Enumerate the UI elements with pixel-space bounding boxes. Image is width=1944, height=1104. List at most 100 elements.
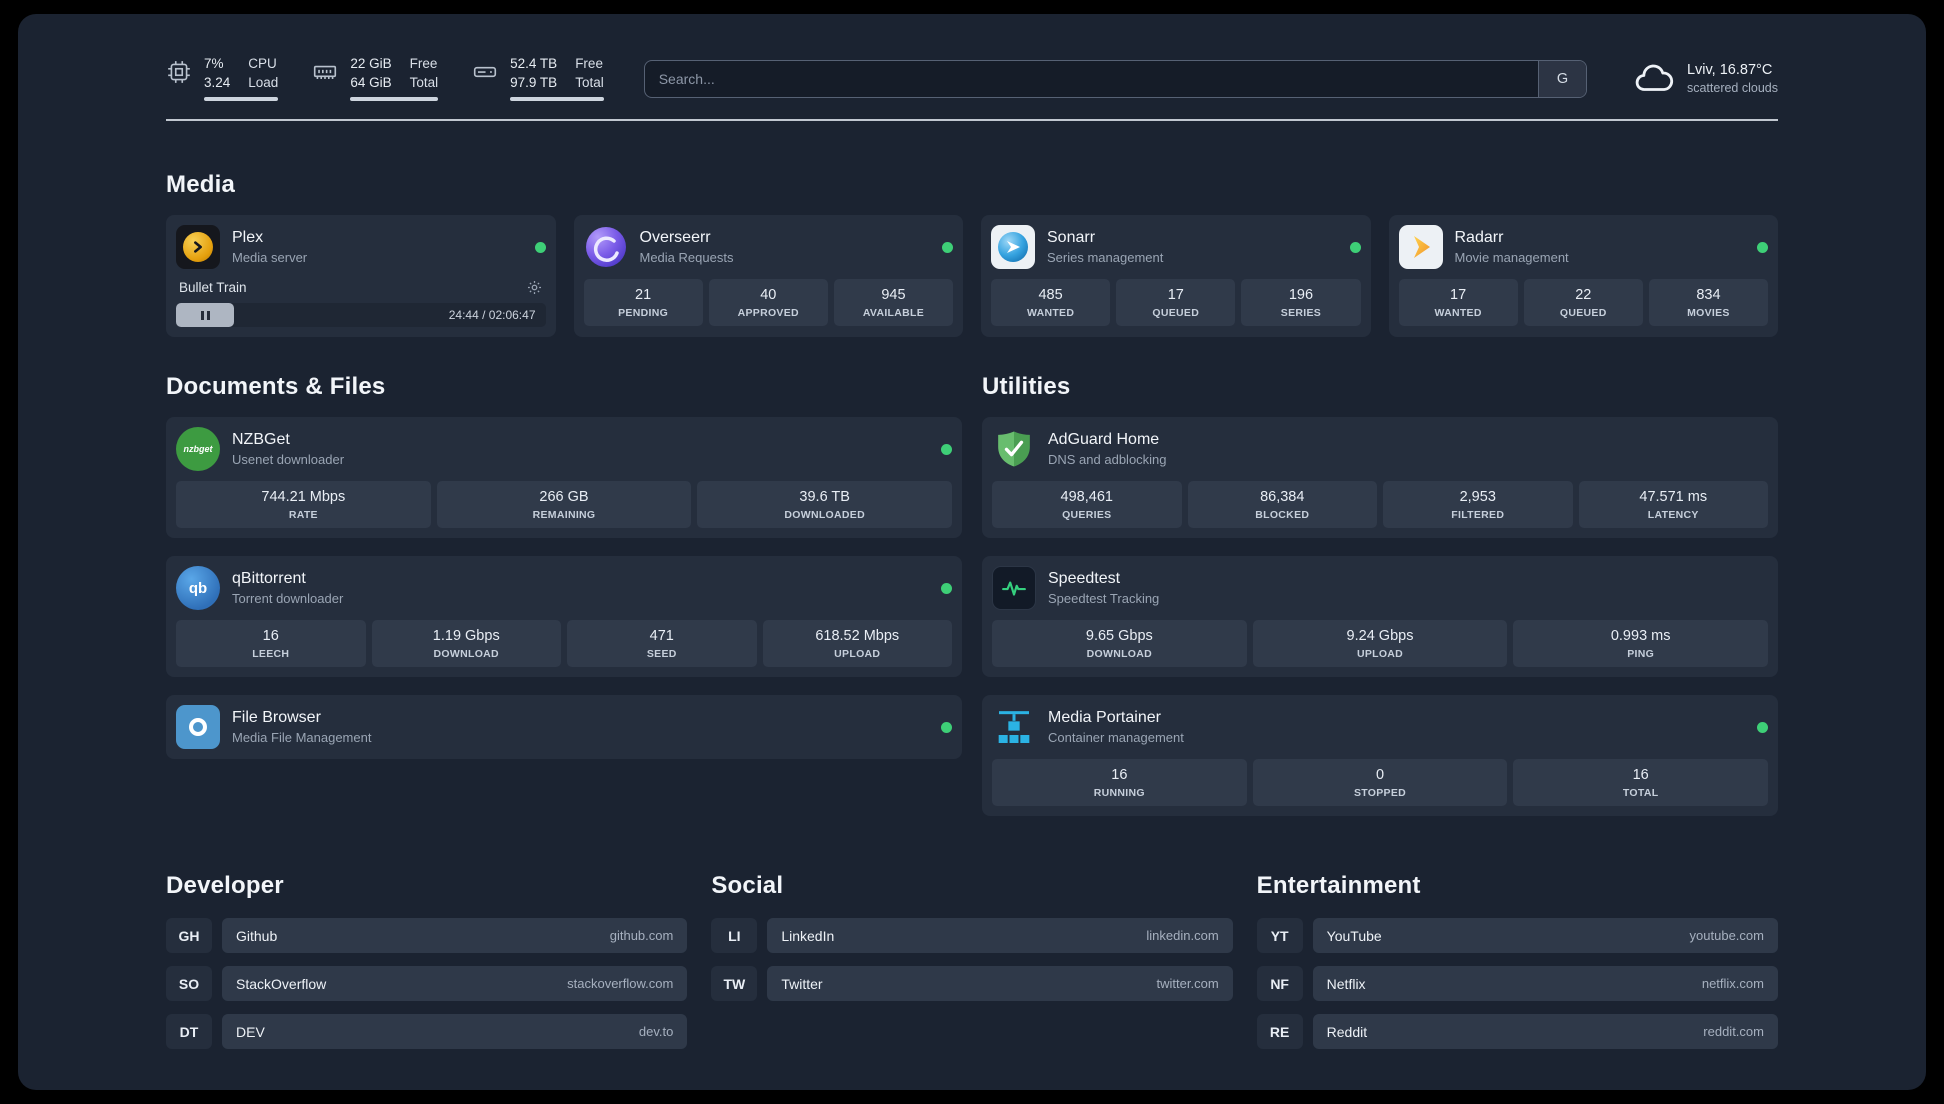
stat-label: REMAINING bbox=[532, 509, 596, 522]
nzbget-icon-label: nzbget bbox=[183, 444, 213, 455]
bookmark-abbr: DT bbox=[166, 1014, 212, 1050]
bookmark-github[interactable]: GH Github github.com bbox=[166, 918, 688, 954]
stat-value: 22 bbox=[1575, 287, 1592, 304]
memory-free-label: Free bbox=[409, 56, 438, 71]
stat-label: DOWNLOAD bbox=[1086, 648, 1153, 661]
search-provider-button[interactable]: G bbox=[1537, 60, 1586, 97]
stat-value: 86,384 bbox=[1260, 489, 1305, 506]
plex-icon bbox=[176, 225, 220, 270]
overseerr-card[interactable]: Overseerr Media Requests 21 PENDING 40 A… bbox=[573, 215, 963, 338]
stat-value: 618.52 Mbps bbox=[815, 628, 900, 645]
bookmark-dev[interactable]: DT DEV dev.to bbox=[166, 1014, 688, 1050]
stat-label: LEECH bbox=[252, 648, 290, 661]
service-title: Sonarr bbox=[1047, 229, 1096, 247]
radarr-card[interactable]: Radarr Movie management 17 WANTED 22 QUE… bbox=[1388, 215, 1778, 338]
playback-progress-bar[interactable]: 24:44 / 02:06:47 bbox=[176, 303, 546, 328]
stat-filtered: 2,953 FILTERED bbox=[1383, 481, 1573, 529]
stat-label: FILTERED bbox=[1451, 509, 1505, 522]
stat-stopped: 0 STOPPED bbox=[1252, 759, 1508, 807]
stat-value: 266 GB bbox=[539, 489, 589, 506]
stat-value: 47.571 ms bbox=[1639, 489, 1708, 506]
bookmark-url: stackoverflow.com bbox=[567, 976, 674, 992]
stat-label: SERIES bbox=[1280, 307, 1322, 320]
stat-value: 9.24 Gbps bbox=[1346, 628, 1414, 645]
header-divider bbox=[166, 119, 1778, 122]
stat-value: 17 bbox=[1167, 287, 1184, 304]
top-bar: 7% 3.24 CPU Load bbox=[166, 56, 1778, 102]
section-title-utilities: Utilities bbox=[982, 373, 1071, 401]
service-subtitle: Speedtest Tracking bbox=[1048, 591, 1160, 607]
media-card-grid: Plex Media server Bullet Train 24:44 / 0… bbox=[166, 215, 1778, 338]
stat-value: 16 bbox=[1111, 767, 1128, 784]
bookmark-reddit[interactable]: RE Reddit reddit.com bbox=[1256, 1014, 1778, 1050]
service-title: Speedtest bbox=[1048, 570, 1121, 588]
stat-upload: 9.24 Gbps UPLOAD bbox=[1252, 620, 1508, 668]
portainer-icon bbox=[992, 705, 1036, 749]
stat-download: 9.65 Gbps DOWNLOAD bbox=[992, 620, 1247, 668]
stat-total: 16 TOTAL bbox=[1513, 759, 1769, 807]
service-subtitle: Movie management bbox=[1454, 250, 1569, 266]
stat-label: DOWNLOAD bbox=[433, 648, 499, 661]
bookmark-twitter[interactable]: TW Twitter twitter.com bbox=[711, 966, 1233, 1002]
stat-queued: 22 QUEUED bbox=[1523, 279, 1643, 327]
bookmark-name: StackOverflow bbox=[236, 975, 327, 992]
qbittorrent-card[interactable]: qb qBittorrent Torrent downloader 16 LEE… bbox=[166, 556, 962, 678]
playback-time: 24:44 / 02:06:47 bbox=[448, 308, 536, 323]
disk-widget: 52.4 TB 97.9 TB Free Total bbox=[472, 56, 604, 102]
status-dot bbox=[1757, 241, 1768, 253]
status-dot bbox=[1757, 721, 1768, 733]
filebrowser-icon bbox=[176, 705, 220, 750]
settings-gear-icon[interactable] bbox=[526, 279, 543, 296]
stat-approved: 40 APPROVED bbox=[708, 279, 828, 327]
section-title-media: Media bbox=[166, 171, 236, 199]
overseerr-icon bbox=[584, 225, 628, 269]
memory-free-value: 22 GiB bbox=[350, 56, 392, 71]
stat-label: PENDING bbox=[618, 307, 669, 320]
bookmark-netflix[interactable]: NF Netflix netflix.com bbox=[1256, 966, 1778, 1002]
service-subtitle: Media server bbox=[232, 250, 308, 266]
plex-card[interactable]: Plex Media server Bullet Train 24:44 / 0… bbox=[166, 215, 556, 338]
adguard-card[interactable]: AdGuard Home DNS and adblocking 498,461 … bbox=[982, 417, 1778, 539]
cpu-widget: 7% 3.24 CPU Load bbox=[166, 56, 279, 102]
stat-value: 16 bbox=[1632, 767, 1649, 784]
status-dot bbox=[941, 582, 952, 594]
service-title: Radarr bbox=[1454, 229, 1504, 247]
sonarr-card[interactable]: Sonarr Series management 485 WANTED 17 Q… bbox=[981, 215, 1371, 338]
filebrowser-card[interactable]: File Browser Media File Management bbox=[166, 695, 962, 760]
stat-download: 1.19 Gbps DOWNLOAD bbox=[371, 620, 561, 668]
qbittorrent-icon-label: qb bbox=[188, 579, 208, 597]
bookmark-name: DEV bbox=[236, 1023, 265, 1040]
stat-label: DOWNLOADED bbox=[784, 509, 865, 522]
pause-button[interactable] bbox=[176, 303, 234, 328]
stat-value: 21 bbox=[635, 287, 652, 304]
service-title: Plex bbox=[232, 229, 264, 247]
status-dot bbox=[534, 241, 546, 253]
portainer-card[interactable]: Media Portainer Container management 16 … bbox=[982, 695, 1778, 817]
disk-free-value: 52.4 TB bbox=[510, 56, 558, 71]
bookmark-youtube[interactable]: YT YouTube youtube.com bbox=[1256, 918, 1778, 954]
stat-blocked: 86,384 BLOCKED bbox=[1187, 481, 1377, 529]
stat-upload: 618.52 Mbps UPLOAD bbox=[762, 620, 952, 668]
bookmark-url: twitter.com bbox=[1156, 976, 1219, 992]
bookmark-linkedin[interactable]: LI LinkedIn linkedin.com bbox=[711, 918, 1233, 954]
bookmarks: Developer GH Github github.com SO StackO… bbox=[166, 872, 1778, 1050]
bookmark-url: linkedin.com bbox=[1146, 928, 1219, 944]
stat-value: 471 bbox=[649, 628, 674, 645]
cpu-label: CPU bbox=[248, 56, 277, 71]
stat-downloaded: 39.6 TB DOWNLOADED bbox=[697, 481, 953, 529]
section-title-social: Social bbox=[711, 872, 784, 900]
service-title: File Browser bbox=[232, 709, 321, 727]
search-input[interactable] bbox=[644, 60, 1538, 97]
stat-label: UPLOAD bbox=[834, 648, 881, 661]
search-bar[interactable]: G bbox=[643, 59, 1587, 98]
stat-label: TOTAL bbox=[1622, 787, 1659, 800]
speedtest-card[interactable]: Speedtest Speedtest Tracking 9.65 Gbps D… bbox=[982, 556, 1778, 678]
nzbget-card[interactable]: nzbget NZBGet Usenet downloader 744.21 M… bbox=[166, 417, 962, 539]
stat-value: 945 bbox=[881, 287, 906, 304]
bookmark-stackoverflow[interactable]: SO StackOverflow stackoverflow.com bbox=[166, 966, 688, 1002]
service-title: NZBGet bbox=[232, 431, 290, 449]
status-dot bbox=[941, 721, 952, 733]
stat-series: 196 SERIES bbox=[1241, 279, 1361, 327]
stat-label: SEED bbox=[646, 648, 677, 661]
stat-label: AVAILABLE bbox=[862, 307, 925, 320]
